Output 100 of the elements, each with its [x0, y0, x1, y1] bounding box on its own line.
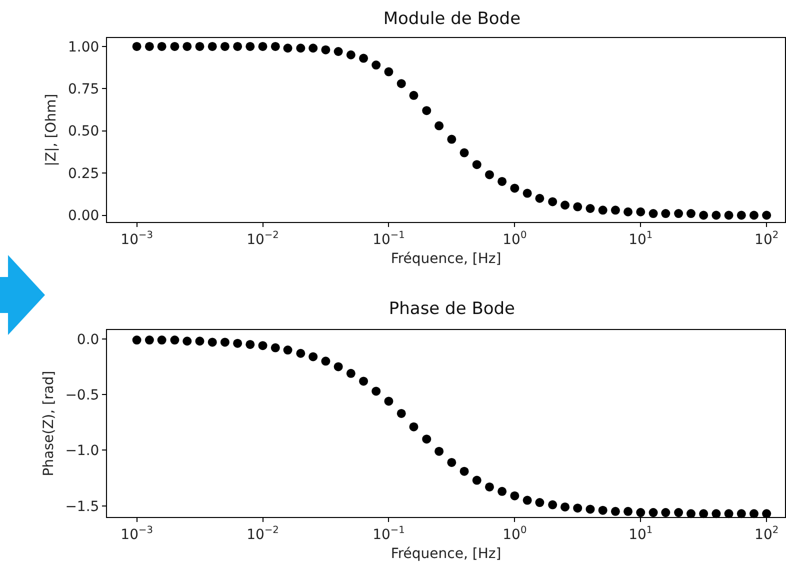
y-tick-label: −0.5 — [65, 387, 100, 404]
x-tick-label: 10$^{−3}$ — [120, 524, 153, 543]
point — [384, 396, 394, 406]
point — [548, 500, 558, 510]
point — [661, 508, 670, 518]
point — [724, 509, 734, 518]
point — [484, 482, 494, 492]
point — [321, 45, 330, 54]
point — [208, 338, 217, 347]
point — [409, 90, 418, 100]
point — [586, 504, 595, 514]
point — [132, 42, 142, 51]
point — [712, 210, 721, 220]
point — [246, 340, 255, 349]
y-tick-label: 0.0 — [76, 332, 100, 348]
point — [598, 206, 608, 215]
x-tick-label: 10$^{2}$ — [754, 524, 779, 543]
x-tick-label: 10$^{−2}$ — [246, 524, 279, 543]
x-tick-label: 10$^{1}$ — [628, 230, 653, 248]
point — [749, 210, 758, 220]
point — [396, 408, 406, 418]
point — [686, 509, 696, 518]
point — [498, 486, 507, 496]
point — [460, 148, 469, 158]
point — [610, 206, 620, 215]
point — [636, 508, 646, 518]
point — [712, 509, 721, 518]
point — [182, 336, 192, 346]
point — [296, 44, 306, 53]
point — [308, 44, 318, 53]
point — [334, 47, 343, 56]
point — [522, 496, 532, 505]
point — [321, 356, 330, 366]
point — [220, 42, 230, 51]
chart-title: Phase de Bode — [388, 298, 516, 319]
y-tick-label: 0.75 — [68, 82, 100, 98]
point — [434, 446, 444, 456]
point — [560, 200, 570, 210]
point — [283, 44, 292, 53]
x-axis-title: Fréquence, [Hz] — [390, 251, 502, 268]
point — [624, 506, 633, 516]
y-tick-label: 0.00 — [68, 208, 100, 224]
point — [208, 42, 217, 51]
point — [636, 207, 646, 216]
point — [447, 458, 456, 467]
point — [573, 504, 582, 513]
x-tick-label: 10$^{1}$ — [628, 524, 653, 543]
point — [535, 498, 544, 508]
point — [674, 209, 684, 218]
point — [484, 170, 494, 180]
point — [661, 209, 670, 218]
point — [598, 506, 608, 515]
x-tick-label: 10$^{−3}$ — [120, 230, 153, 248]
point — [270, 42, 280, 51]
point — [296, 348, 306, 358]
point — [359, 54, 368, 63]
point — [472, 160, 482, 170]
y-axis-title: |Z|, [Ohm] — [44, 94, 60, 166]
point — [610, 506, 620, 516]
point — [157, 336, 166, 345]
point — [182, 42, 192, 51]
point — [195, 42, 204, 51]
y-tick-label: −1.0 — [65, 443, 100, 460]
y-tick-label: 0.50 — [68, 124, 100, 140]
point — [648, 209, 658, 218]
point — [573, 202, 582, 212]
point — [283, 346, 292, 355]
point — [762, 509, 772, 518]
point — [434, 121, 444, 130]
point — [460, 466, 469, 476]
point — [447, 134, 456, 144]
point — [699, 210, 708, 220]
point — [170, 336, 180, 345]
point — [157, 42, 166, 51]
point — [396, 79, 406, 88]
x-axis-title: Fréquence, [Hz] — [390, 546, 502, 562]
x-tick-label: 10$^{−1}$ — [372, 524, 405, 543]
point — [498, 176, 507, 186]
point — [346, 368, 356, 378]
point — [144, 336, 154, 345]
point — [132, 336, 142, 345]
point — [699, 509, 708, 518]
point — [510, 184, 520, 193]
point — [233, 338, 242, 348]
point — [422, 434, 432, 444]
point — [724, 210, 734, 220]
x-tick-label: 10$^{0}$ — [502, 230, 527, 248]
y-axis-title: Phase(Z), [rad] — [40, 370, 57, 476]
point — [586, 204, 595, 213]
x-tick-label: 10$^{−1}$ — [372, 230, 405, 248]
point — [736, 210, 746, 220]
point — [422, 106, 432, 116]
point — [346, 50, 356, 60]
point — [736, 509, 746, 518]
point — [359, 376, 368, 386]
point — [195, 336, 204, 346]
point — [648, 508, 658, 518]
y-tick-label: 0.25 — [68, 166, 100, 182]
point — [170, 42, 180, 51]
point — [334, 362, 343, 372]
